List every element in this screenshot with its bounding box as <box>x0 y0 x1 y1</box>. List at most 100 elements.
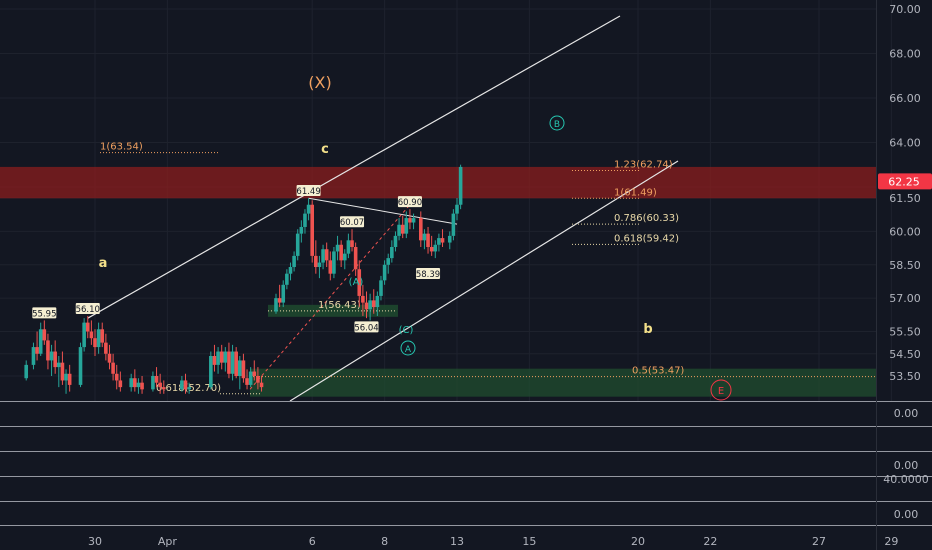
candle-body <box>288 267 293 274</box>
candle-body <box>223 351 228 363</box>
wave-circle-a-label: A <box>405 345 412 355</box>
candle-body <box>46 340 50 361</box>
wave-c-label: c <box>321 142 329 157</box>
time-axis-tick: 27 <box>812 535 826 548</box>
candle-body <box>154 376 159 383</box>
wave-labels: (X) a c b (A) (C) A B E <box>99 73 732 401</box>
candle-body <box>295 233 300 256</box>
time-axis-tick: 6 <box>309 535 316 548</box>
candle-body <box>100 329 105 343</box>
candle-body <box>129 378 133 388</box>
candle-body <box>321 249 325 263</box>
pane-tick-label: 0.00 <box>894 407 919 420</box>
wave-paren-a-label: (A) <box>349 277 364 288</box>
candle-body <box>386 258 391 265</box>
zones <box>0 166 876 397</box>
candle-body <box>136 382 141 388</box>
candle-body <box>292 255 296 268</box>
candle-body <box>78 347 83 385</box>
dashed-projection-line <box>249 204 411 390</box>
candle-body <box>64 373 68 381</box>
candle-body <box>57 362 61 368</box>
price-tag-text: 60.07 <box>340 218 364 228</box>
pane-tick-label: 40.0000 <box>883 473 929 486</box>
candle-body <box>310 204 314 256</box>
candle-body <box>371 300 376 308</box>
candle-body <box>350 240 354 247</box>
candle-body <box>31 347 36 365</box>
price-axis-tick: 54.50 <box>889 348 921 361</box>
candle-body <box>238 360 242 376</box>
candle-body <box>339 244 343 261</box>
current-price-badge <box>878 173 932 190</box>
target-zone <box>250 368 876 397</box>
candle-body <box>328 260 333 274</box>
pane-tick-label: 0.00 <box>894 459 919 472</box>
price-tag-text: 58.39 <box>416 270 440 280</box>
candle-body <box>364 302 369 310</box>
fib-label: 0.5(53.47) <box>632 366 684 377</box>
candle-body <box>429 246 434 252</box>
candle-body <box>375 295 380 308</box>
time-axis-tick: 8 <box>381 535 388 548</box>
candles <box>24 164 463 394</box>
candle-body <box>82 322 86 348</box>
price-axis-tick: 60.00 <box>889 225 921 238</box>
wave-x-label: (X) <box>308 73 331 92</box>
price-axis[interactable]: 53.50 54.50 55.50 57.00 58.50 60.00 61.50 64.00… <box>876 0 932 550</box>
wave-b-label: b <box>643 322 652 337</box>
candle-body <box>281 284 286 303</box>
candle-body <box>241 360 246 379</box>
candle-body <box>85 322 90 332</box>
candle-body <box>390 246 394 259</box>
time-axis-tick: 29 <box>884 535 898 548</box>
fib-label: 0.786(60.33) <box>614 213 679 224</box>
fib-label: 1.23(62.74) <box>614 159 673 170</box>
wave-circle-a <box>400 340 416 356</box>
time-axis-tick: 20 <box>631 535 645 548</box>
fib-label: 0.618(59.42) <box>614 233 679 244</box>
price-axis-tick: 70.00 <box>889 3 921 16</box>
price-axis-tick: 57.00 <box>889 292 921 305</box>
candle-body <box>306 204 311 214</box>
candle-body <box>455 204 459 214</box>
price-axis-tick: 58.50 <box>889 259 921 272</box>
time-axis[interactable]: 30 Apr 6 8 13 15 20 22 27 29 <box>88 535 898 548</box>
candle-body <box>151 376 155 390</box>
price-axis-tick: 61.50 <box>889 192 921 205</box>
candle-body <box>60 362 65 381</box>
price-axis-tick: 66.00 <box>889 92 921 105</box>
channel-lower-line <box>289 160 679 402</box>
time-axis-tick: 13 <box>450 535 464 548</box>
candle-body <box>93 338 97 348</box>
candle-body <box>274 298 278 312</box>
candle-body <box>393 235 398 247</box>
wave-a-label: a <box>99 256 108 271</box>
candle-body <box>96 329 101 348</box>
candle-body <box>107 353 112 363</box>
fib-label: 1(56.43) <box>318 300 361 311</box>
time-axis-tick: Apr <box>158 535 178 548</box>
price-tag-text: 55.95 <box>32 309 56 319</box>
candle-body <box>361 295 365 303</box>
wave-paren-c-label: (C) <box>399 325 414 336</box>
fib-label: 1(61.49) <box>614 187 657 198</box>
candle-body <box>382 264 387 281</box>
candle-body <box>140 382 144 390</box>
price-tags: 55.95 56.10 61.49 60.07 60.90 56.04 58.39 <box>32 185 440 333</box>
candle-body <box>158 382 162 388</box>
candle-body <box>433 244 438 252</box>
price-tag-box <box>340 216 365 228</box>
resistance-zone <box>0 166 876 199</box>
candle-body <box>419 218 423 241</box>
candle-body <box>400 224 405 234</box>
candle-body <box>303 213 307 227</box>
candle-body <box>114 373 119 381</box>
candle-body <box>332 251 336 274</box>
current-price-text: 62.25 <box>888 175 920 188</box>
price-axis-tick: 68.00 <box>889 47 921 60</box>
candle-body <box>437 238 441 245</box>
time-axis-tick: 22 <box>703 535 717 548</box>
candle-body <box>346 240 351 254</box>
